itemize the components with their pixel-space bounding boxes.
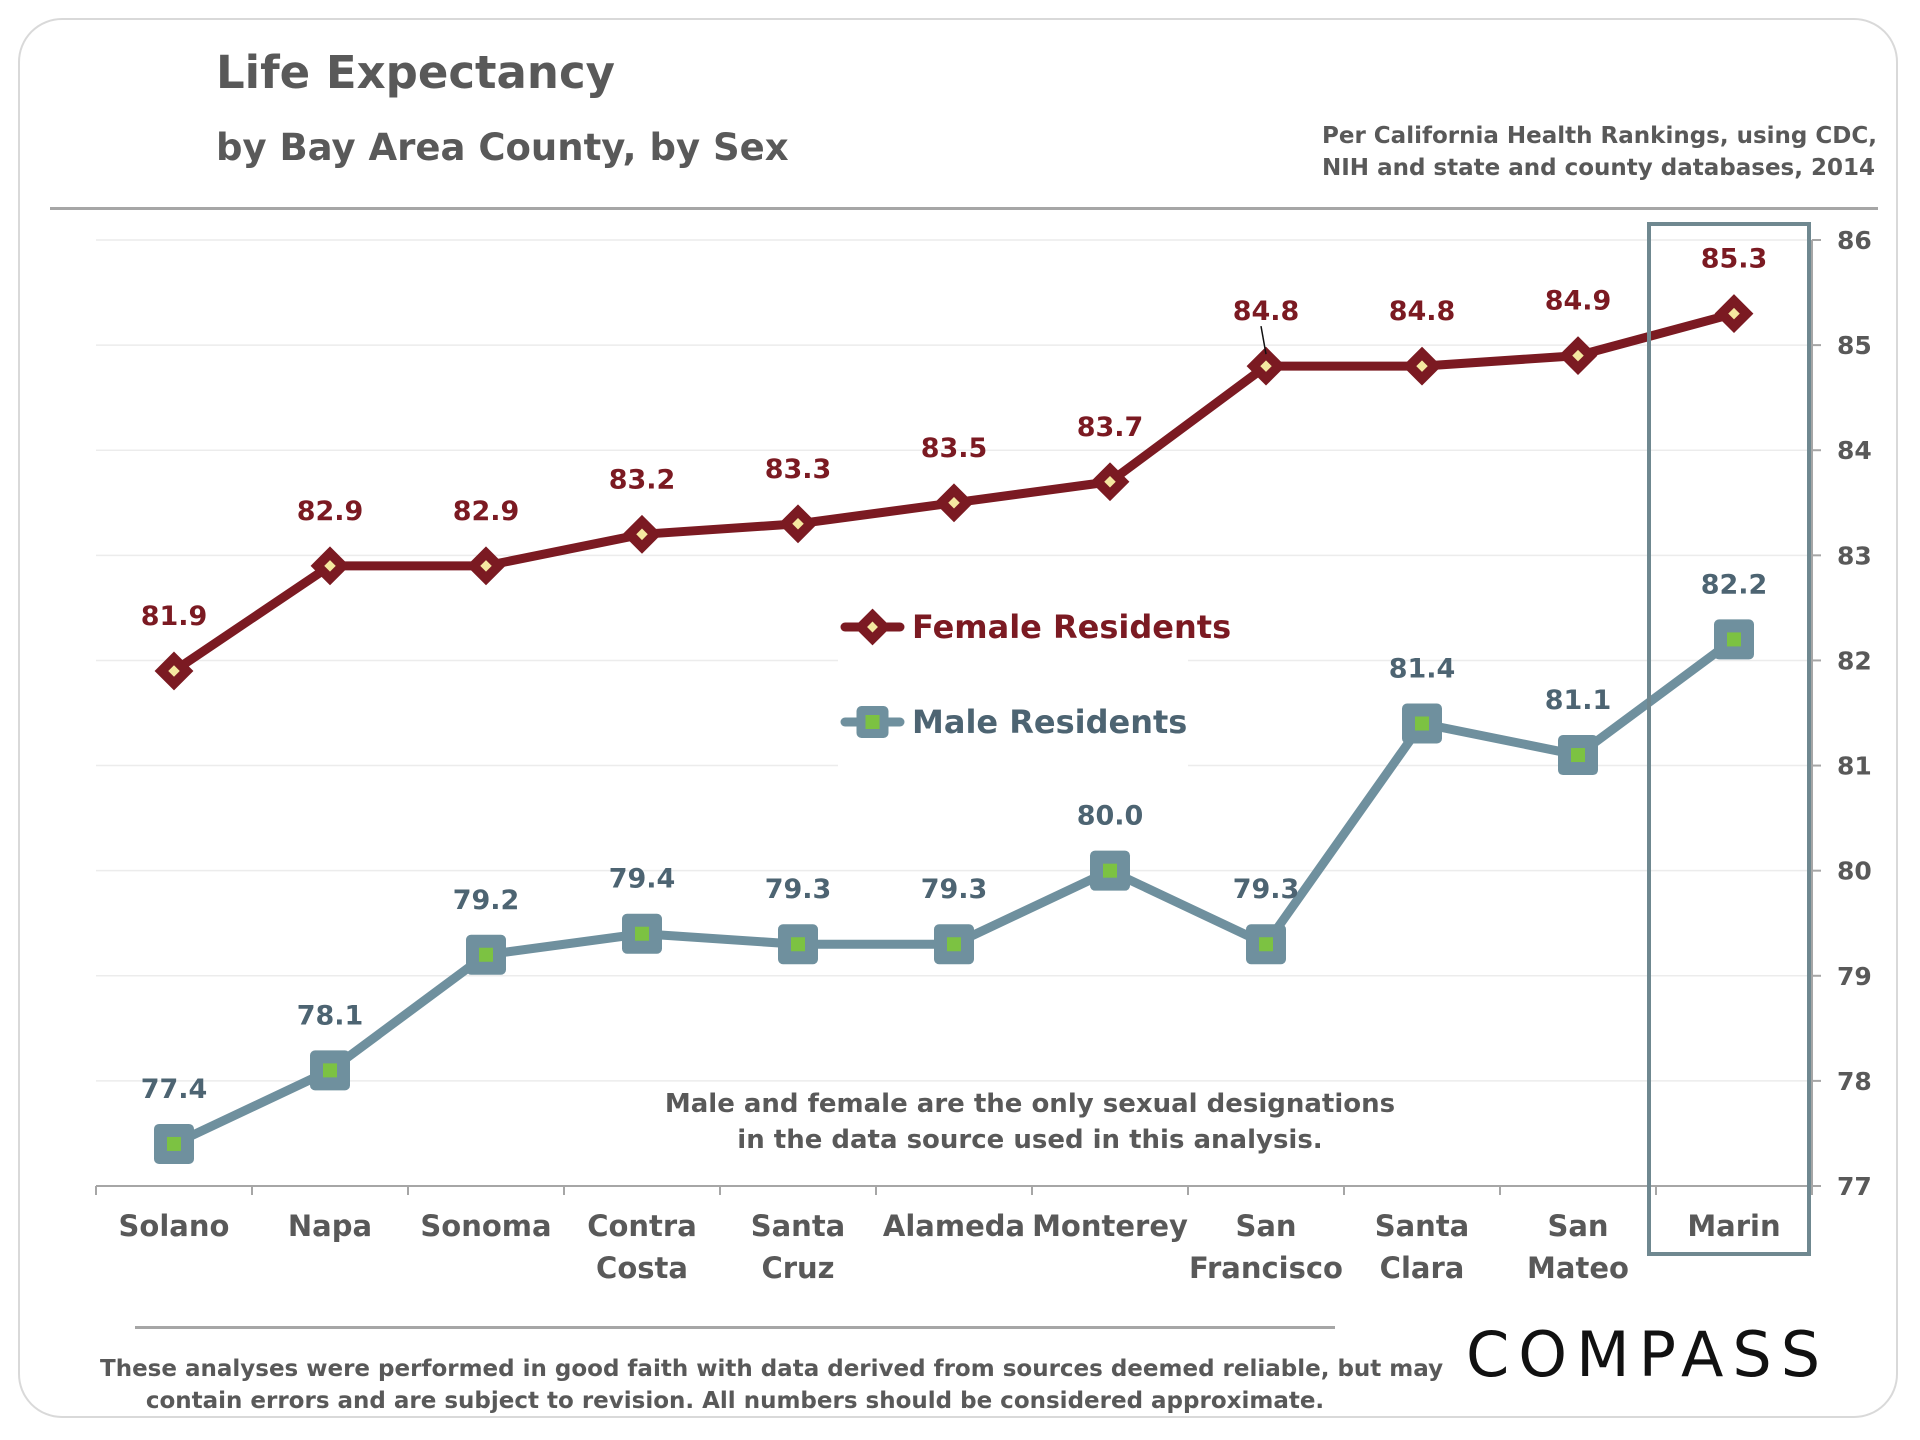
male-point-center	[1415, 716, 1429, 731]
male-point-center	[1571, 748, 1585, 763]
x-tick-label: Napa	[288, 1209, 372, 1243]
female-data-label: 83.7	[1077, 412, 1144, 443]
x-tick-label: Marin	[1687, 1209, 1780, 1243]
male-data-label: 79.3	[1233, 874, 1300, 905]
female-point-center	[480, 560, 492, 572]
x-tick-label: Sonoma	[420, 1209, 551, 1243]
y-tick-label: 85	[1837, 331, 1872, 360]
female-data-label: 82.9	[453, 496, 520, 527]
legend-male-marker-center	[865, 715, 880, 729]
female-point-center	[1260, 360, 1272, 372]
male-point-center	[1259, 937, 1273, 952]
male-point-center	[167, 1136, 181, 1151]
y-tick-label: 86	[1837, 226, 1872, 255]
source-line-1: Per California Health Rankings, using CD…	[1322, 123, 1877, 149]
female-point-center	[636, 528, 648, 541]
female-data-label: 83.5	[921, 433, 988, 464]
male-data-label: 80.0	[1077, 801, 1144, 832]
y-tick-label: 82	[1837, 646, 1872, 675]
x-tick-label: Francisco	[1189, 1251, 1343, 1285]
male-data-label: 81.4	[1389, 654, 1456, 685]
female-data-label: 81.9	[141, 601, 208, 632]
female-point-center	[168, 665, 180, 677]
footnote-line: Male and female are the only sexual desi…	[665, 1089, 1395, 1119]
legend-male-label: Male Residents	[912, 703, 1187, 741]
male-point-center	[947, 937, 961, 952]
male-point-center	[479, 947, 493, 962]
legend-background	[838, 592, 1188, 772]
female-data-label: 85.3	[1701, 244, 1768, 275]
female-data-label: 84.8	[1389, 296, 1456, 327]
male-point-center	[791, 937, 805, 952]
chart-title: Life Expectancy	[216, 46, 615, 99]
male-data-label: 79.3	[765, 874, 832, 905]
y-tick-label: 84	[1837, 436, 1872, 465]
male-data-label: 82.2	[1701, 569, 1768, 600]
female-point-center	[1104, 475, 1116, 488]
x-tick-label: San	[1547, 1209, 1608, 1243]
female-point-center	[1416, 360, 1428, 372]
y-tick-label: 77	[1837, 1172, 1872, 1201]
male-point-center	[1103, 863, 1117, 878]
footnote-line: in the data source used in this analysis…	[737, 1125, 1322, 1155]
female-data-label: 84.8	[1233, 296, 1300, 327]
female-data-label: 82.9	[297, 496, 364, 527]
x-tick-label: Clara	[1380, 1251, 1465, 1285]
female-point-center	[792, 518, 804, 530]
y-tick-label: 80	[1837, 857, 1872, 886]
male-data-label: 77.4	[141, 1074, 208, 1105]
male-data-label: 78.1	[297, 1000, 364, 1031]
x-tick-label: Mateo	[1527, 1251, 1629, 1285]
y-tick-label: 78	[1837, 1067, 1872, 1096]
source-line-2: NIH and state and county databases, 2014	[1322, 155, 1875, 181]
x-tick-label: Monterey	[1032, 1209, 1188, 1243]
disclaimer-line-2: contain errors and are subject to revisi…	[145, 1388, 1325, 1414]
source-note: Per California Health Rankings, using CD…	[1322, 120, 1877, 184]
legend-female-marker-center	[867, 621, 878, 633]
male-point-center	[323, 1063, 337, 1078]
x-tick-label: Santa	[1375, 1209, 1470, 1243]
compass-logo: COMPASS	[1466, 1318, 1830, 1391]
disclaimer-line-1: These analyses were performed in good fa…	[100, 1356, 1444, 1382]
female-data-label: 84.9	[1545, 286, 1612, 317]
male-data-label: 79.4	[609, 864, 676, 895]
leader-line	[1260, 326, 1267, 355]
marin-highlight-box	[1647, 222, 1811, 1256]
female-point-center	[324, 560, 336, 572]
female-data-label: 83.2	[609, 464, 676, 495]
male-data-label: 81.1	[1545, 685, 1612, 716]
x-tick-label: Costa	[596, 1251, 688, 1285]
chart-subtitle: by Bay Area County, by Sex	[216, 126, 789, 169]
male-point-center	[635, 926, 649, 941]
x-tick-label: Alameda	[883, 1209, 1025, 1243]
footer-divider	[135, 1326, 1335, 1329]
disclaimer: These analyses were performed in good fa…	[100, 1353, 1444, 1417]
female-point-center	[1728, 307, 1740, 320]
y-tick-label: 81	[1837, 752, 1872, 781]
male-data-label: 79.3	[921, 874, 988, 905]
female-point-center	[948, 497, 960, 509]
header-divider	[50, 207, 1878, 210]
female-point-center	[1572, 349, 1584, 362]
male-point-center	[1727, 632, 1741, 647]
x-tick-label: Cruz	[761, 1251, 834, 1285]
female-data-label: 83.3	[765, 454, 832, 485]
y-tick-label: 83	[1837, 541, 1872, 570]
x-tick-label: San	[1235, 1209, 1296, 1243]
legend-female-label: Female Residents	[912, 608, 1231, 646]
male-data-label: 79.2	[453, 885, 520, 916]
x-tick-label: Santa	[751, 1209, 846, 1243]
y-tick-label: 79	[1837, 962, 1872, 991]
x-tick-label: Contra	[587, 1209, 697, 1243]
x-tick-label: Solano	[119, 1209, 230, 1243]
